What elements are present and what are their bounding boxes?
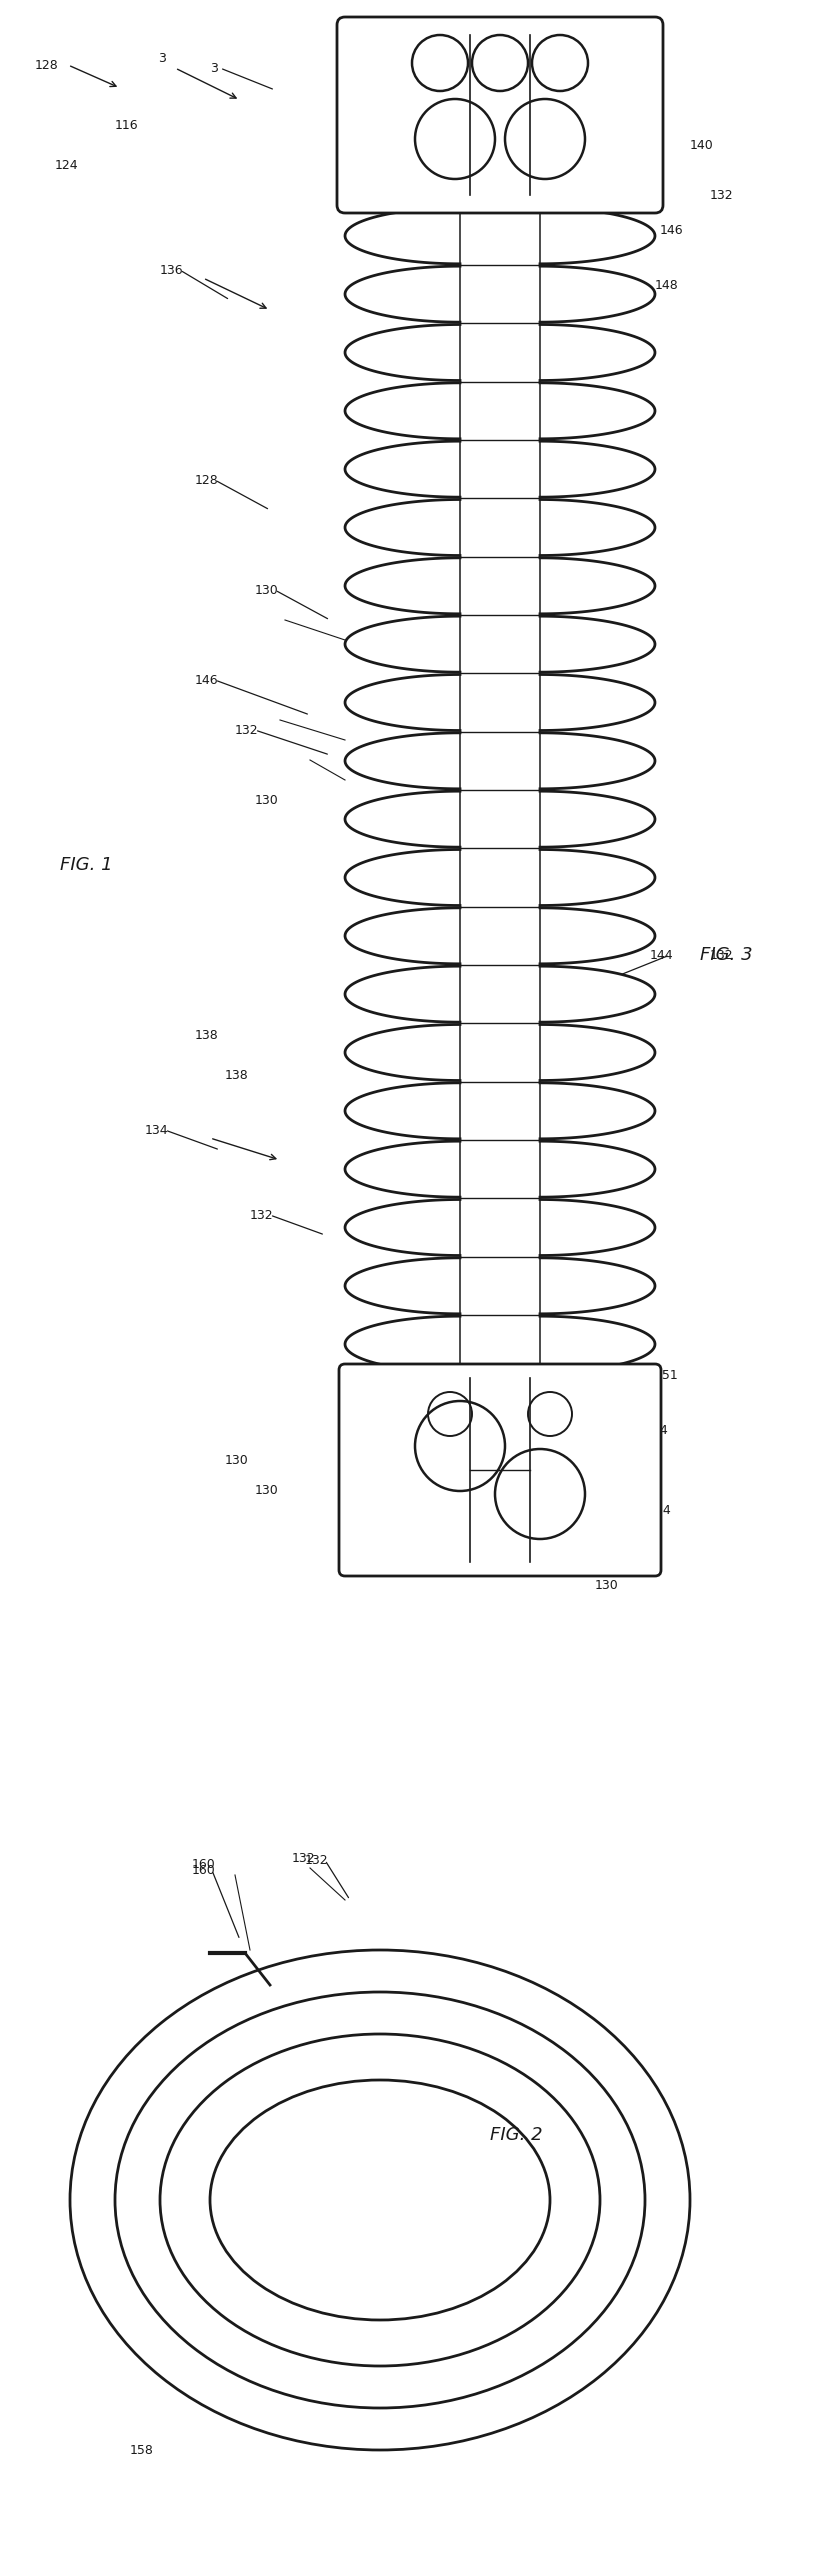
Text: FIG. 3: FIG. 3	[700, 945, 752, 963]
Text: 140: 140	[690, 139, 714, 152]
Text: 132: 132	[250, 1207, 273, 1220]
FancyBboxPatch shape	[337, 18, 663, 213]
Text: 124: 124	[55, 159, 79, 172]
Text: 146: 146	[660, 224, 684, 236]
Text: 154: 154	[645, 1423, 669, 1436]
Text: 150: 150	[525, 28, 549, 41]
Text: 144: 144	[650, 948, 674, 961]
Text: 158: 158	[130, 2443, 154, 2456]
Text: 128: 128	[195, 473, 219, 486]
Text: 132: 132	[710, 188, 734, 200]
Text: 132: 132	[235, 724, 258, 737]
Text: 136: 136	[160, 265, 184, 277]
FancyBboxPatch shape	[339, 1364, 661, 1575]
Text: 132: 132	[710, 948, 734, 961]
Text: 160: 160	[192, 1863, 216, 1875]
Text: 130: 130	[225, 1454, 249, 1467]
Text: 142: 142	[610, 28, 634, 41]
Text: 128: 128	[35, 59, 59, 72]
Text: 152: 152	[610, 1469, 634, 1482]
Text: FIG. 1: FIG. 1	[60, 855, 113, 873]
Text: 138: 138	[225, 1069, 249, 1082]
Text: 116: 116	[115, 118, 139, 131]
Text: 138: 138	[195, 1028, 219, 1040]
Text: 160: 160	[192, 1857, 216, 1870]
Text: 132: 132	[292, 1852, 316, 1865]
Text: 3: 3	[158, 51, 166, 64]
Text: 130: 130	[620, 1539, 644, 1552]
Text: FIG. 2: FIG. 2	[490, 2127, 543, 2145]
Text: 148: 148	[655, 277, 679, 290]
Text: 130: 130	[255, 794, 278, 807]
Text: 132: 132	[618, 118, 641, 131]
Text: 130: 130	[595, 1577, 619, 1593]
Text: 154: 154	[648, 1503, 672, 1516]
Text: 147: 147	[470, 28, 494, 41]
Text: 130: 130	[255, 583, 278, 596]
Text: 130: 130	[255, 1482, 278, 1498]
Text: 132: 132	[305, 1852, 329, 1868]
Text: 3: 3	[210, 62, 218, 75]
Text: 146: 146	[195, 673, 219, 686]
Text: 134: 134	[145, 1123, 169, 1135]
Text: 151: 151	[655, 1369, 679, 1382]
